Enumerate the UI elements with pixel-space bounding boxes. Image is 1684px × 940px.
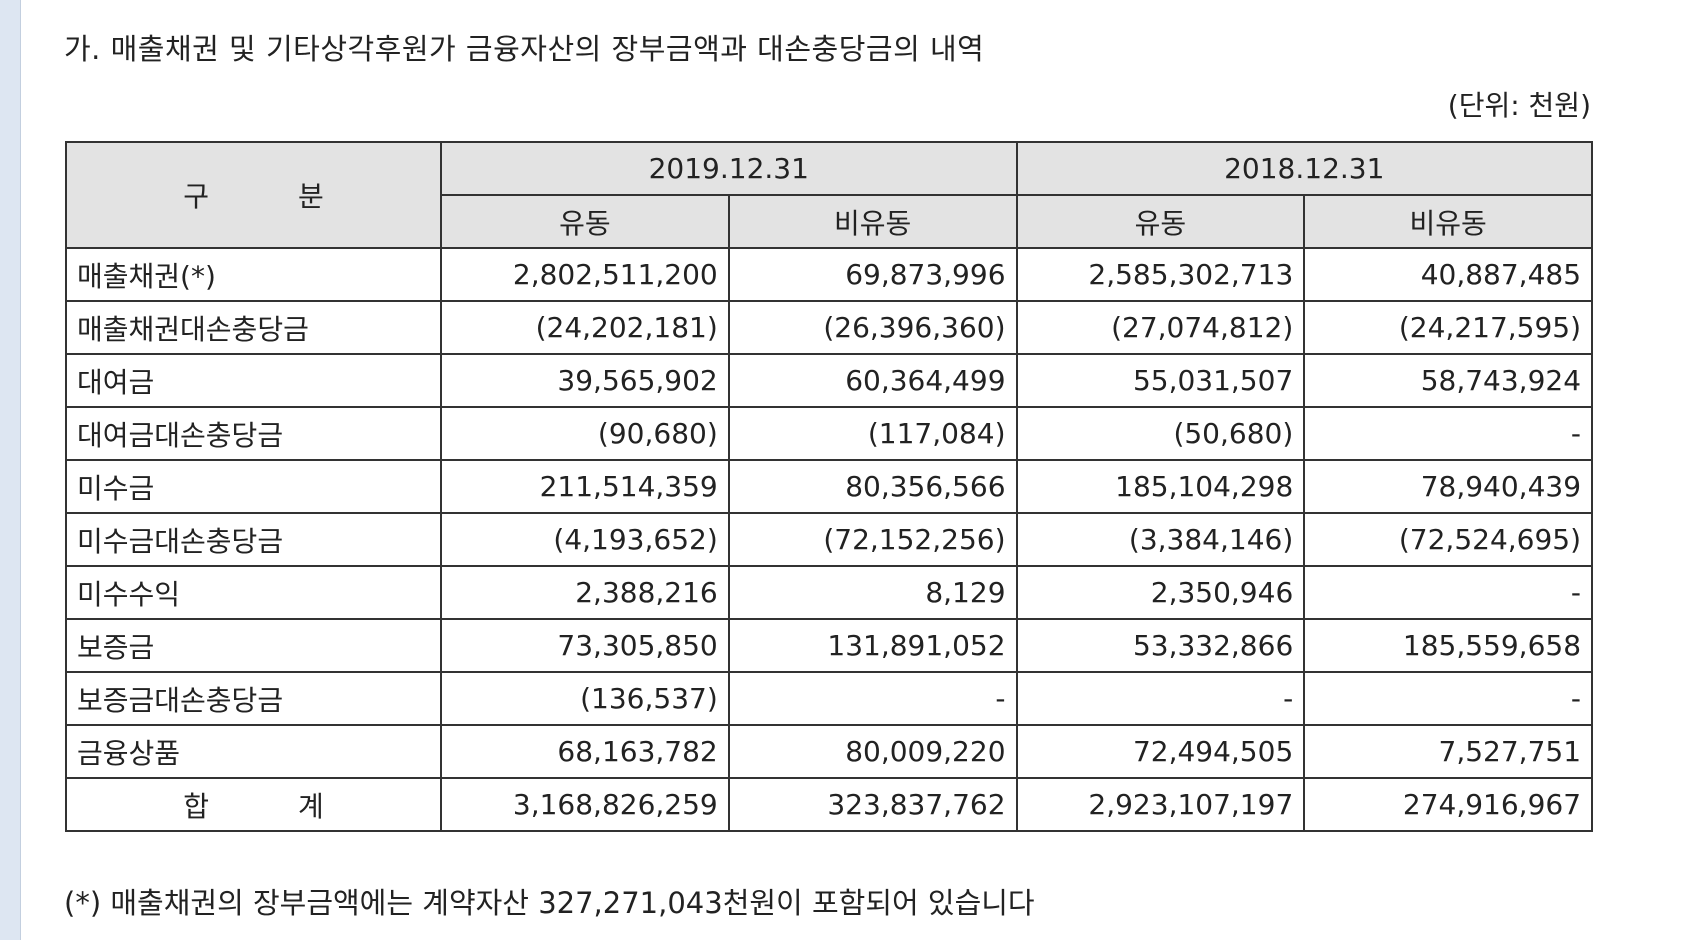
row-label: 매출채권대손충당금 xyxy=(65,300,442,355)
table-row: 보증금 73,305,850 131,891,052 53,332,866 185,55… xyxy=(65,618,1594,673)
value-cell: - xyxy=(1015,671,1306,726)
category-header: 구 분 xyxy=(65,141,442,249)
sub-header-noncurrent-2018: 비유동 xyxy=(1303,194,1594,249)
value-cell: 55,031,507 xyxy=(1015,353,1306,408)
table-body: 매출채권(*) 2,802,511,200 69,873,996 2,585,302,… xyxy=(65,247,1594,779)
value-cell: (117,084) xyxy=(727,406,1018,461)
table-row: 미수수익 2,388,216 8,129 2,350,946- xyxy=(65,565,1594,620)
value-cell: 58,743,924 xyxy=(1303,353,1594,408)
value-cell: 78,940,439 xyxy=(1303,459,1594,514)
value-cell: (90,680) xyxy=(440,406,730,461)
unit-label: (단위: 천원) xyxy=(1447,89,1591,122)
value-cell: (3,384,146) xyxy=(1015,512,1306,567)
value-cell: 39,565,902 xyxy=(440,353,730,408)
period-header-2018: 2018.12.31 xyxy=(1015,141,1594,196)
value-cell: 185,104,298 xyxy=(1015,459,1306,514)
table-header: 구 분 2019.12.31 2018.12.31 유동 비유동 유동 비유동 xyxy=(65,141,1594,249)
value-cell: (24,202,181) xyxy=(440,300,730,355)
value-cell: 2,802,511,200 xyxy=(440,247,730,302)
total-cell: 323,837,762 xyxy=(727,777,1018,832)
header-row-periods: 구 분 2019.12.31 2018.12.31 xyxy=(65,141,1594,249)
table-row: 미수금 211,514,359 80,356,566 185,104,298 78,94… xyxy=(65,459,1594,514)
value-cell: (26,396,360) xyxy=(727,300,1018,355)
row-label: 대여금대손충당금 xyxy=(65,406,442,461)
value-cell: 211,514,359 xyxy=(440,459,730,514)
table-row: 매출채권(*) 2,802,511,200 69,873,996 2,585,302,… xyxy=(65,247,1594,302)
value-cell: - xyxy=(1303,406,1594,461)
row-label: 미수금 xyxy=(65,459,442,514)
value-cell: 40,887,485 xyxy=(1303,247,1594,302)
total-cell: 2,923,107,197 xyxy=(1015,777,1306,832)
total-label: 합 계 xyxy=(65,777,442,832)
row-label: 보증금 xyxy=(65,618,442,673)
value-cell: (72,524,695) xyxy=(1303,512,1594,567)
value-cell: 60,364,499 xyxy=(727,353,1018,408)
row-label: 금융상품 xyxy=(65,724,442,779)
sub-header-current-2019: 유동 xyxy=(440,194,730,249)
value-cell: 2,388,216 xyxy=(440,565,730,620)
value-cell: 73,305,850 xyxy=(440,618,730,673)
total-row: 합 계 3,168,826,259 323,837,762 2,923,107,… xyxy=(65,777,1594,832)
total-cell: 3,168,826,259 xyxy=(440,777,730,832)
value-cell: 72,494,505 xyxy=(1015,724,1306,779)
row-label: 대여금 xyxy=(65,353,442,408)
table-row: 보증금대손충당금 (136,537) - - - xyxy=(65,671,1594,726)
sub-header-noncurrent-2019: 비유동 xyxy=(727,194,1018,249)
row-label: 보증금대손충당금 xyxy=(65,671,442,726)
value-cell: - xyxy=(1303,565,1594,620)
period-header-2019: 2019.12.31 xyxy=(440,141,1018,196)
value-cell: 7,527,751 xyxy=(1303,724,1594,779)
value-cell: (50,680) xyxy=(1015,406,1306,461)
left-rail xyxy=(0,0,21,940)
value-cell: 131,891,052 xyxy=(727,618,1018,673)
value-cell: 2,585,302,713 xyxy=(1015,247,1306,302)
value-cell: 53,332,866 xyxy=(1015,618,1306,673)
value-cell: (72,152,256) xyxy=(727,512,1018,567)
value-cell: (27,074,812) xyxy=(1015,300,1306,355)
value-cell: 69,873,996 xyxy=(727,247,1018,302)
table-row: 금융상품 68,163,782 80,009,220 72,494,505 7,527,… xyxy=(65,724,1594,779)
table-footer: 합 계 3,168,826,259 323,837,762 2,923,107,… xyxy=(65,777,1594,832)
table-row: 미수금대손충당금 (4,193,652) (72,152,256) (3,384,14… xyxy=(65,512,1594,567)
table-row: 대여금 39,565,902 60,364,499 55,031,507 58,743,… xyxy=(65,353,1594,408)
header-row-subcolumns: 유동 비유동 유동 비유동 xyxy=(66,194,1594,249)
value-cell: (24,217,595) xyxy=(1303,300,1594,355)
value-cell: (136,537) xyxy=(440,671,730,726)
sub-header-current-2018: 유동 xyxy=(1015,194,1306,249)
table-row: 매출채권대손충당금 (24,202,181) (26,396,360) (27,074… xyxy=(65,300,1594,355)
value-cell: - xyxy=(1303,671,1594,726)
value-cell: 68,163,782 xyxy=(440,724,730,779)
table-row: 대여금대손충당금 (90,680) (117,084) (50,680) - xyxy=(65,406,1594,461)
section-title: 가. 매출채권 및 기타상각후원가 금융자산의 장부금액과 대손충당금의 내역 xyxy=(64,32,985,66)
row-label: 미수수익 xyxy=(65,565,442,620)
total-cell: 274,916,967 xyxy=(1303,777,1594,832)
footnote: (*) 매출채권의 장부금액에는 계약자산 327,271,043천원이 포함되… xyxy=(64,886,1035,920)
financial-assets-table: 구 분 2019.12.31 2018.12.31 유동 비유동 유동 비유동 … xyxy=(65,141,1594,832)
row-label: 매출채권(*) xyxy=(65,247,442,302)
value-cell: 185,559,658 xyxy=(1303,618,1594,673)
value-cell: 8,129 xyxy=(727,565,1018,620)
value-cell: 2,350,946 xyxy=(1015,565,1306,620)
value-cell: 80,356,566 xyxy=(727,459,1018,514)
value-cell: 80,009,220 xyxy=(727,724,1018,779)
value-cell: (4,193,652) xyxy=(440,512,730,567)
value-cell: - xyxy=(727,671,1018,726)
row-label: 미수금대손충당금 xyxy=(65,512,442,567)
